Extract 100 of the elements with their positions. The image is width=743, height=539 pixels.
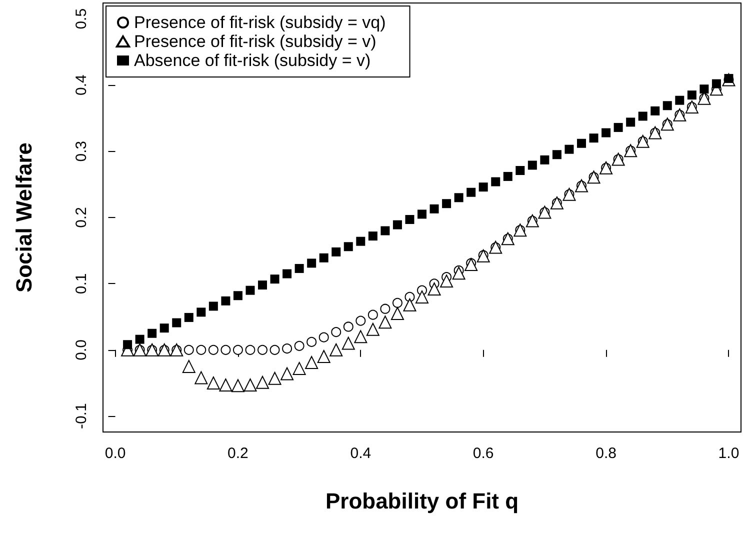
point xyxy=(258,280,267,290)
point xyxy=(478,182,488,192)
point xyxy=(194,371,208,384)
point xyxy=(614,122,623,132)
point xyxy=(135,334,144,344)
point xyxy=(342,336,355,350)
point xyxy=(380,226,390,236)
legend-label: Presence of fit-risk (subsidy = vq) xyxy=(134,13,386,32)
legend-label: Presence of fit-risk (subsidy = v) xyxy=(134,32,376,51)
point xyxy=(344,242,353,252)
point xyxy=(221,296,230,306)
point xyxy=(305,356,318,369)
point xyxy=(392,298,402,308)
y-tick-label: 0.2 xyxy=(73,207,90,228)
point xyxy=(332,247,341,256)
point xyxy=(270,344,280,355)
point xyxy=(589,134,598,143)
point xyxy=(294,264,304,273)
y-axis-title: Social Welfare xyxy=(12,142,36,292)
x-tick-label: 0.8 xyxy=(596,445,616,462)
point xyxy=(380,304,390,314)
point xyxy=(638,112,648,121)
point xyxy=(319,253,328,262)
point xyxy=(282,269,292,278)
point xyxy=(528,160,537,170)
point xyxy=(148,328,157,338)
point xyxy=(368,232,378,241)
point xyxy=(602,128,611,138)
point xyxy=(330,343,343,356)
point xyxy=(392,220,402,230)
point xyxy=(354,330,368,344)
point xyxy=(503,172,512,181)
point xyxy=(208,344,218,355)
point xyxy=(292,362,306,375)
point xyxy=(403,298,416,312)
point xyxy=(245,344,256,355)
point xyxy=(306,336,317,347)
point xyxy=(540,155,550,164)
point xyxy=(466,188,476,197)
point xyxy=(516,166,525,175)
point xyxy=(184,312,194,322)
point xyxy=(356,316,366,326)
point xyxy=(378,316,392,329)
point xyxy=(416,290,428,304)
point xyxy=(196,344,206,355)
point xyxy=(662,101,672,110)
point xyxy=(650,106,660,116)
point xyxy=(258,344,268,355)
point xyxy=(418,210,426,219)
y-tick-label: 0.4 xyxy=(73,74,90,96)
point xyxy=(356,236,366,246)
point xyxy=(244,378,257,392)
point xyxy=(172,318,182,328)
point xyxy=(390,306,404,320)
point xyxy=(280,367,294,380)
x-tick-label: 0.6 xyxy=(472,445,494,462)
point xyxy=(246,286,255,295)
point xyxy=(552,150,562,160)
point xyxy=(160,324,169,333)
point xyxy=(294,340,304,351)
point xyxy=(282,344,292,354)
point xyxy=(442,199,452,208)
point xyxy=(440,274,454,288)
point xyxy=(208,302,218,311)
y-tick-label: -0.1 xyxy=(73,403,90,430)
x-tick-label: 0.0 xyxy=(104,445,126,462)
point xyxy=(219,378,232,392)
point xyxy=(220,344,231,355)
point xyxy=(577,138,586,148)
x-axis-title: Probability of Fit q xyxy=(325,488,519,514)
point xyxy=(368,310,378,320)
point xyxy=(331,327,342,338)
y-tick-label: 0.0 xyxy=(73,339,90,360)
legend-label: Absence of fit-risk (subsidy = v) xyxy=(134,51,371,70)
point xyxy=(184,344,194,355)
point xyxy=(231,379,244,392)
point xyxy=(430,204,439,214)
point xyxy=(196,308,206,317)
point xyxy=(675,96,684,105)
point xyxy=(233,291,242,300)
point xyxy=(428,282,441,296)
point xyxy=(564,144,574,154)
point xyxy=(318,332,329,342)
point xyxy=(268,372,282,385)
point xyxy=(405,214,414,224)
point xyxy=(232,344,243,355)
point xyxy=(454,193,464,202)
point xyxy=(123,340,132,350)
y-tick-label: 0.5 xyxy=(73,8,90,30)
point xyxy=(687,90,696,100)
point xyxy=(307,258,316,268)
point xyxy=(712,79,721,88)
point xyxy=(206,376,220,390)
point xyxy=(256,376,269,389)
point xyxy=(626,118,636,127)
point xyxy=(700,84,709,94)
point xyxy=(464,258,478,272)
y-tick-label: 0.3 xyxy=(73,140,90,162)
x-tick-label: 0.2 xyxy=(228,445,248,462)
y-tick-label: 0.1 xyxy=(73,273,90,294)
